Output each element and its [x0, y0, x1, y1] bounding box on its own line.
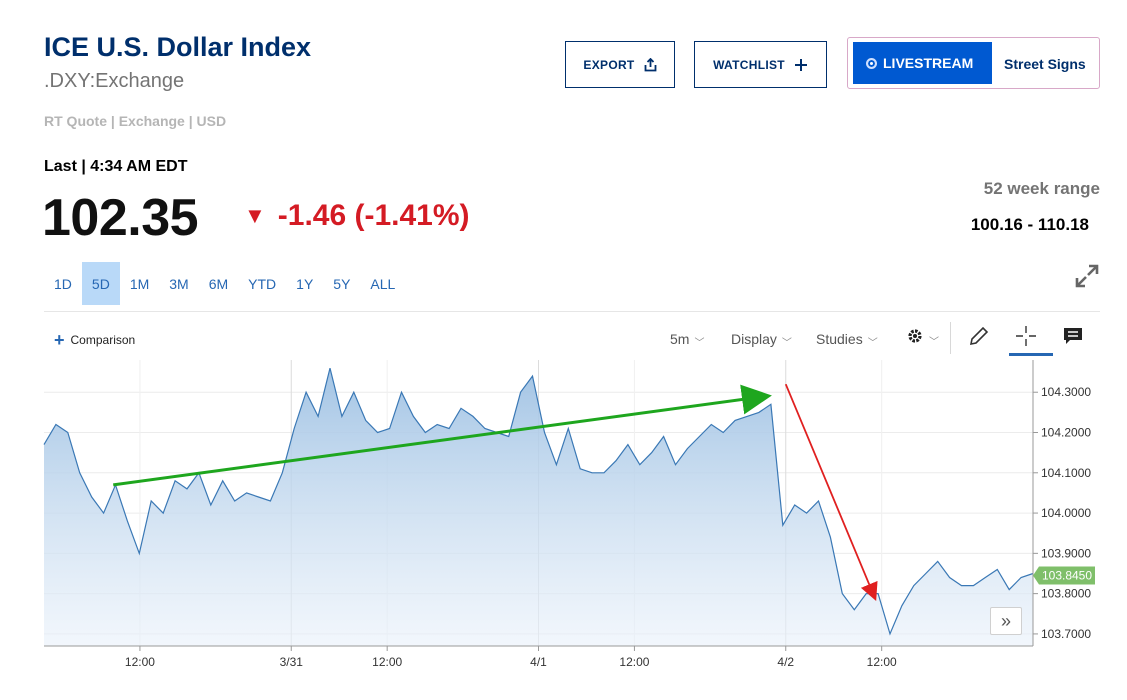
chevron-down-icon: ﹀ — [867, 338, 878, 349]
display-menu[interactable]: Display ﹀ — [731, 329, 792, 349]
range-tab-all[interactable]: ALL — [370, 275, 396, 292]
x-tick-label: 4/2 — [777, 655, 794, 669]
range-tab-ytd[interactable]: YTD — [248, 275, 277, 292]
studies-menu[interactable]: Studies ﹀ — [816, 329, 878, 349]
range-tab-6m[interactable]: 6M — [208, 275, 229, 292]
interval-select[interactable]: 5m ﹀ — [670, 329, 704, 349]
y-tick-label: 104.0000 — [1041, 506, 1091, 520]
last-price: 102.35 — [42, 189, 199, 247]
display-label: Display — [731, 331, 777, 347]
crosshair-active-indicator — [1009, 353, 1053, 356]
x-tick-label: 12:00 — [619, 655, 649, 669]
quote-meta: RT Quote | Exchange | USD — [44, 113, 227, 129]
range-tab-5d[interactable]: 5D — [81, 262, 120, 305]
interval-label: 5m — [670, 331, 690, 347]
price-change: ▼ -1.46 (-1.41%) — [244, 199, 470, 233]
watchlist-label: WATCHLIST — [713, 57, 785, 72]
range-tab-1y[interactable]: 1Y — [296, 275, 314, 292]
plus-icon: + — [54, 330, 65, 350]
livestream-widget: LIVESTREAM Street Signs — [847, 37, 1100, 89]
y-tick-label: 103.9000 — [1041, 546, 1091, 560]
change-value: -1.46 (-1.41%) — [277, 199, 470, 232]
street-signs-link[interactable]: Street Signs — [1004, 56, 1086, 72]
x-tick-label: 3/31 — [280, 655, 304, 669]
gear-icon — [906, 327, 924, 348]
green-trend-arrow — [113, 384, 772, 487]
expand-icon[interactable] — [1073, 262, 1101, 290]
plus-icon — [794, 58, 808, 72]
watchlist-button[interactable]: WATCHLIST — [694, 41, 827, 88]
studies-label: Studies — [816, 331, 863, 347]
last-price-badge: 103.8450 — [1033, 566, 1095, 585]
y-axis-ticks: 104.3000 104.2000 104.1000 104.0000 103.9000… — [1033, 385, 1091, 641]
livestream-button[interactable]: LIVESTREAM — [853, 42, 992, 84]
last-trade-time: Last | 4:34 AM EDT — [44, 158, 188, 175]
y-tick-label: 104.1000 — [1041, 466, 1091, 480]
range-tab-3m[interactable]: 3M — [169, 275, 189, 292]
comment-icon[interactable] — [1062, 326, 1084, 346]
week-range-label: 52 week range — [983, 179, 1100, 198]
range-tab-1d[interactable]: 1D — [54, 275, 72, 292]
page-title: ICE U.S. Dollar Index — [44, 32, 312, 62]
toolbar-separator — [950, 322, 951, 354]
range-tab-1m[interactable]: 1M — [129, 275, 150, 292]
price-area — [44, 368, 1033, 646]
y-tick-label: 103.7000 — [1041, 627, 1091, 641]
chevron-down-icon: ﹀ — [929, 336, 939, 348]
live-dot-icon — [866, 57, 877, 69]
chevron-down-icon: ﹀ — [781, 338, 792, 349]
share-icon — [644, 57, 657, 72]
x-tick-label: 12:00 — [867, 655, 897, 669]
x-axis-ticks: 12:00 3/31 12:00 4/1 12:00 4/2 12:00 — [125, 646, 897, 669]
week-range-value: 100.16 - 110.18 — [970, 215, 1089, 234]
range-tab-5y[interactable]: 5Y — [333, 275, 351, 292]
y-tick-label: 104.3000 — [1041, 385, 1091, 399]
scroll-right-button[interactable]: » — [990, 607, 1022, 635]
x-tick-label: 12:00 — [125, 655, 155, 669]
pencil-icon[interactable] — [968, 325, 990, 347]
crosshair-icon[interactable] — [1015, 325, 1037, 347]
comparison-label: Comparison — [70, 333, 136, 347]
range-tabs: 1D 5D 1M 3M 6M YTD 1Y 5Y ALL — [44, 262, 405, 305]
x-tick-label: 12:00 — [372, 655, 402, 669]
ticker-symbol: .DXY:Exchange — [44, 70, 185, 92]
red-trend-arrow — [784, 383, 878, 601]
settings-menu[interactable]: ﹀ — [906, 327, 939, 348]
y-tick-label: 103.8000 — [1041, 587, 1091, 601]
last-price-label: 103.8450 — [1042, 569, 1092, 583]
chevron-down-icon: ﹀ — [694, 338, 705, 349]
divider — [44, 311, 1100, 312]
export-button[interactable]: EXPORT — [565, 41, 675, 88]
comparison-button[interactable]: + Comparison — [54, 330, 136, 350]
last-price-badge-bg — [1033, 566, 1095, 585]
livestream-label: LIVESTREAM — [883, 55, 974, 71]
x-tick-label: 4/1 — [530, 655, 547, 669]
y-tick-label: 104.2000 — [1041, 426, 1091, 440]
down-triangle-icon: ▼ — [244, 203, 266, 228]
double-chevron-right-icon: » — [1000, 610, 1011, 631]
export-label: EXPORT — [583, 57, 635, 72]
